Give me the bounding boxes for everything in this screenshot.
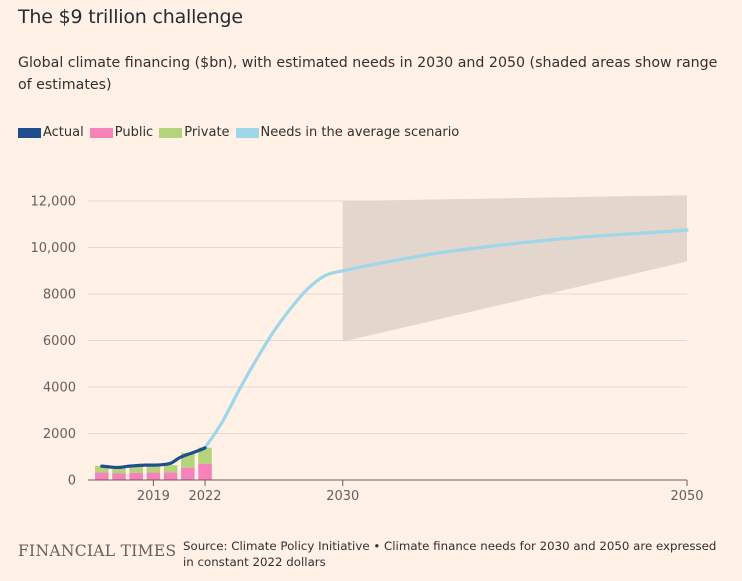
legend-item-public: Public [89, 125, 154, 140]
bar-public-2018 [129, 472, 143, 480]
x-tick-label: 2022 [188, 489, 221, 504]
bar-private-2016 [95, 465, 109, 473]
bar-private-2020 [163, 465, 178, 473]
needs-line-group [203, 228, 689, 450]
legend: Actual Public Private Needs in the avera… [18, 125, 465, 140]
axes: 0 2000 4000 6000 8000 10,000 12,000 2019 2022 203… [31, 195, 704, 505]
y-tick-label: 4000 [43, 381, 76, 396]
bar-public-2016 [95, 472, 109, 480]
legend-item-actual: Actual [18, 125, 84, 140]
legend-swatch-actual [18, 127, 41, 138]
y-tick-label: 8000 [43, 288, 76, 303]
legend-swatch-needs [235, 127, 259, 138]
legend-label-private: Private [184, 125, 230, 140]
legend-label-actual: Actual [43, 125, 84, 140]
y-tick-label: 0 [68, 474, 76, 489]
bar-public-2021 [181, 467, 195, 480]
ft-logo: FINANCIAL TIMES [18, 542, 177, 560]
chart-title: The $9 trillion challenge [18, 6, 243, 28]
legend-swatch-public [89, 127, 113, 138]
x-tick-label: 2030 [326, 489, 359, 504]
needs-range-area [342, 195, 687, 342]
legend-label-public: Public [114, 125, 154, 140]
needs-range-shade [342, 195, 687, 342]
x-tick-label: 2019 [137, 489, 170, 504]
legend-swatch-private [159, 127, 183, 138]
y-tick-label: 10,000 [31, 241, 77, 256]
legend-label-needs: Needs in the average scenario [260, 125, 460, 140]
actual-line [100, 446, 207, 470]
y-tick-label: 6000 [43, 334, 76, 349]
x-tick-label: 2050 [670, 489, 703, 504]
bar-public-2017 [112, 473, 126, 480]
bar-private-2019 [146, 465, 161, 473]
legend-item-needs: Needs in the average scenario [235, 125, 460, 140]
bar-private-2022 [198, 447, 212, 464]
needs-line [203, 228, 689, 450]
legend-item-private: Private [159, 125, 230, 140]
y-tick-label: 12,000 [31, 195, 77, 210]
bar-private-2017 [112, 467, 126, 474]
actual-line-group [100, 446, 207, 470]
bar-public-2020 [163, 472, 178, 480]
chart-subtitle: Global climate financing ($bn), with est… [18, 55, 718, 93]
bar-public-2022 [198, 463, 212, 480]
y-tick-label: 2000 [43, 427, 76, 442]
source-note: Source: Climate Policy Initiative • Clim… [183, 539, 717, 569]
bar-public-2019 [146, 472, 161, 480]
bar-private-2018 [129, 465, 143, 473]
